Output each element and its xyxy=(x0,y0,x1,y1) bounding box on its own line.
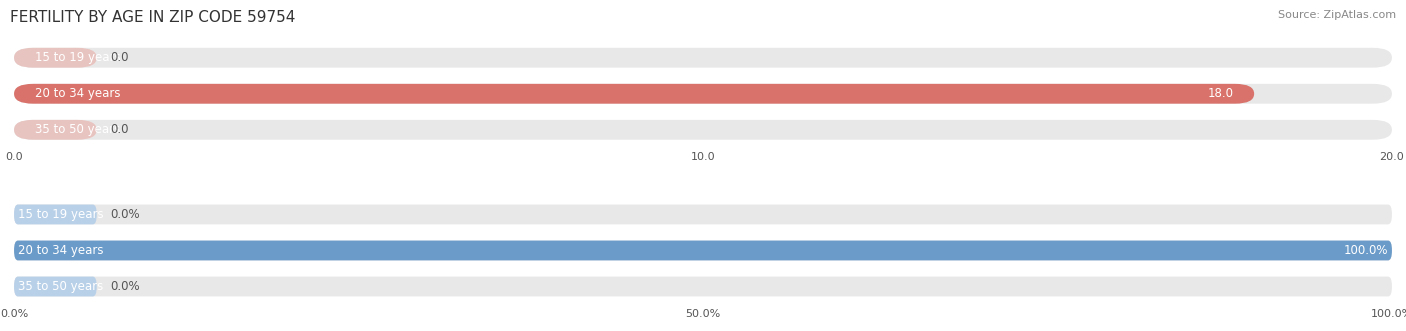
FancyBboxPatch shape xyxy=(14,277,1392,297)
Text: 100.0%: 100.0% xyxy=(1343,244,1388,257)
Text: 0.0%: 0.0% xyxy=(111,280,141,293)
FancyBboxPatch shape xyxy=(14,205,1392,224)
FancyBboxPatch shape xyxy=(14,241,1392,260)
Text: FERTILITY BY AGE IN ZIP CODE 59754: FERTILITY BY AGE IN ZIP CODE 59754 xyxy=(10,10,295,25)
FancyBboxPatch shape xyxy=(14,84,1254,104)
FancyBboxPatch shape xyxy=(14,48,97,68)
FancyBboxPatch shape xyxy=(14,120,1392,140)
Text: 0.0: 0.0 xyxy=(111,51,129,64)
FancyBboxPatch shape xyxy=(14,120,97,140)
FancyBboxPatch shape xyxy=(14,205,97,224)
FancyBboxPatch shape xyxy=(14,277,97,297)
FancyBboxPatch shape xyxy=(14,84,1392,104)
Text: 18.0: 18.0 xyxy=(1208,87,1233,100)
Text: Source: ZipAtlas.com: Source: ZipAtlas.com xyxy=(1278,10,1396,20)
FancyBboxPatch shape xyxy=(14,241,1392,260)
Text: 0.0: 0.0 xyxy=(111,123,129,136)
Text: 35 to 50 years: 35 to 50 years xyxy=(18,280,104,293)
FancyBboxPatch shape xyxy=(14,48,1392,68)
Text: 35 to 50 years: 35 to 50 years xyxy=(35,123,120,136)
Text: 20 to 34 years: 20 to 34 years xyxy=(18,244,104,257)
Text: 20 to 34 years: 20 to 34 years xyxy=(35,87,121,100)
Text: 15 to 19 years: 15 to 19 years xyxy=(18,208,104,221)
Text: 0.0%: 0.0% xyxy=(111,208,141,221)
Text: 15 to 19 years: 15 to 19 years xyxy=(35,51,121,64)
